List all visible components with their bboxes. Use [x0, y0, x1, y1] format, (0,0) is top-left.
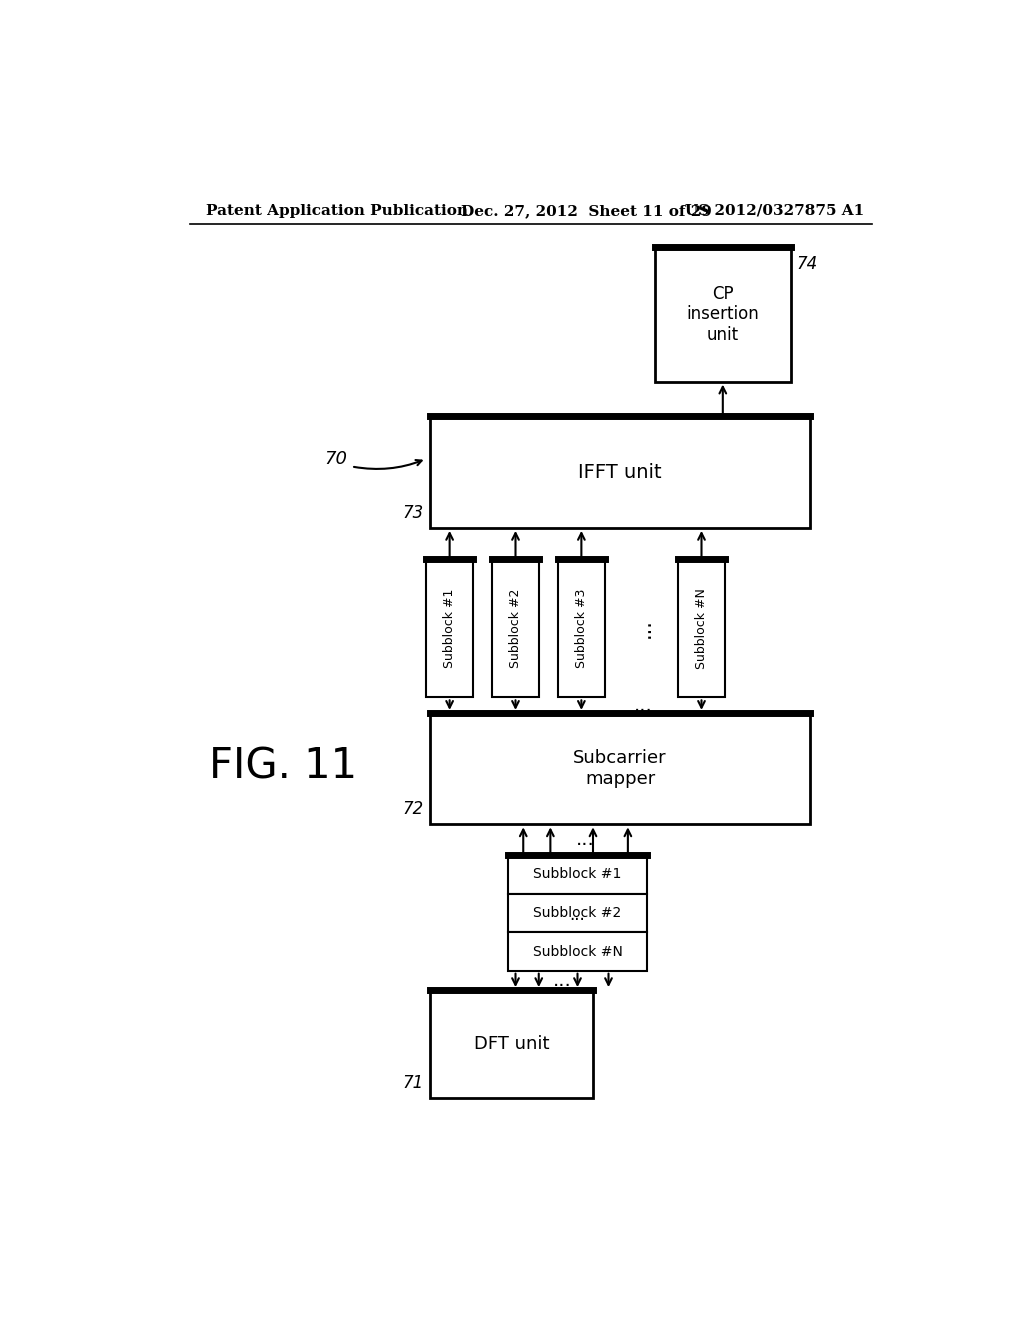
Text: Subcarrier
mapper: Subcarrier mapper: [573, 750, 667, 788]
Bar: [426, 558, 473, 697]
Text: ...: ...: [553, 972, 571, 990]
Text: ...: ...: [575, 830, 595, 849]
Bar: [508, 932, 647, 970]
Text: IFFT unit: IFFT unit: [579, 463, 662, 482]
Text: 70: 70: [325, 450, 347, 467]
Text: CP
insertion
unit: CP insertion unit: [686, 285, 759, 345]
Text: 71: 71: [402, 1073, 424, 1092]
Bar: [655, 247, 791, 381]
Text: DFT unit: DFT unit: [474, 1035, 549, 1053]
Text: Patent Application Publication: Patent Application Publication: [206, 203, 468, 218]
Text: ...: ...: [634, 696, 652, 714]
Text: Subblock #2: Subblock #2: [509, 589, 522, 668]
Text: 74: 74: [797, 255, 818, 273]
Text: Dec. 27, 2012  Sheet 11 of 29: Dec. 27, 2012 Sheet 11 of 29: [461, 203, 712, 218]
Bar: [430, 416, 810, 528]
Bar: [493, 558, 539, 697]
Text: ...: ...: [634, 618, 653, 638]
Text: 72: 72: [402, 800, 424, 818]
Text: Subblock #2: Subblock #2: [534, 906, 622, 920]
Text: Subblock #N: Subblock #N: [695, 587, 708, 668]
Text: Subblock #3: Subblock #3: [574, 589, 588, 668]
Bar: [508, 855, 647, 894]
Bar: [678, 558, 725, 697]
Text: 73: 73: [402, 504, 424, 521]
Text: ...: ...: [569, 907, 586, 924]
Text: Subblock #1: Subblock #1: [534, 867, 622, 882]
Bar: [558, 558, 604, 697]
Bar: [430, 713, 810, 825]
Bar: [508, 894, 647, 932]
Bar: [430, 990, 593, 1098]
Text: FIG. 11: FIG. 11: [209, 746, 357, 788]
Text: Subblock #N: Subblock #N: [532, 945, 623, 958]
Text: US 2012/0327875 A1: US 2012/0327875 A1: [685, 203, 864, 218]
Text: Subblock #1: Subblock #1: [443, 589, 456, 668]
